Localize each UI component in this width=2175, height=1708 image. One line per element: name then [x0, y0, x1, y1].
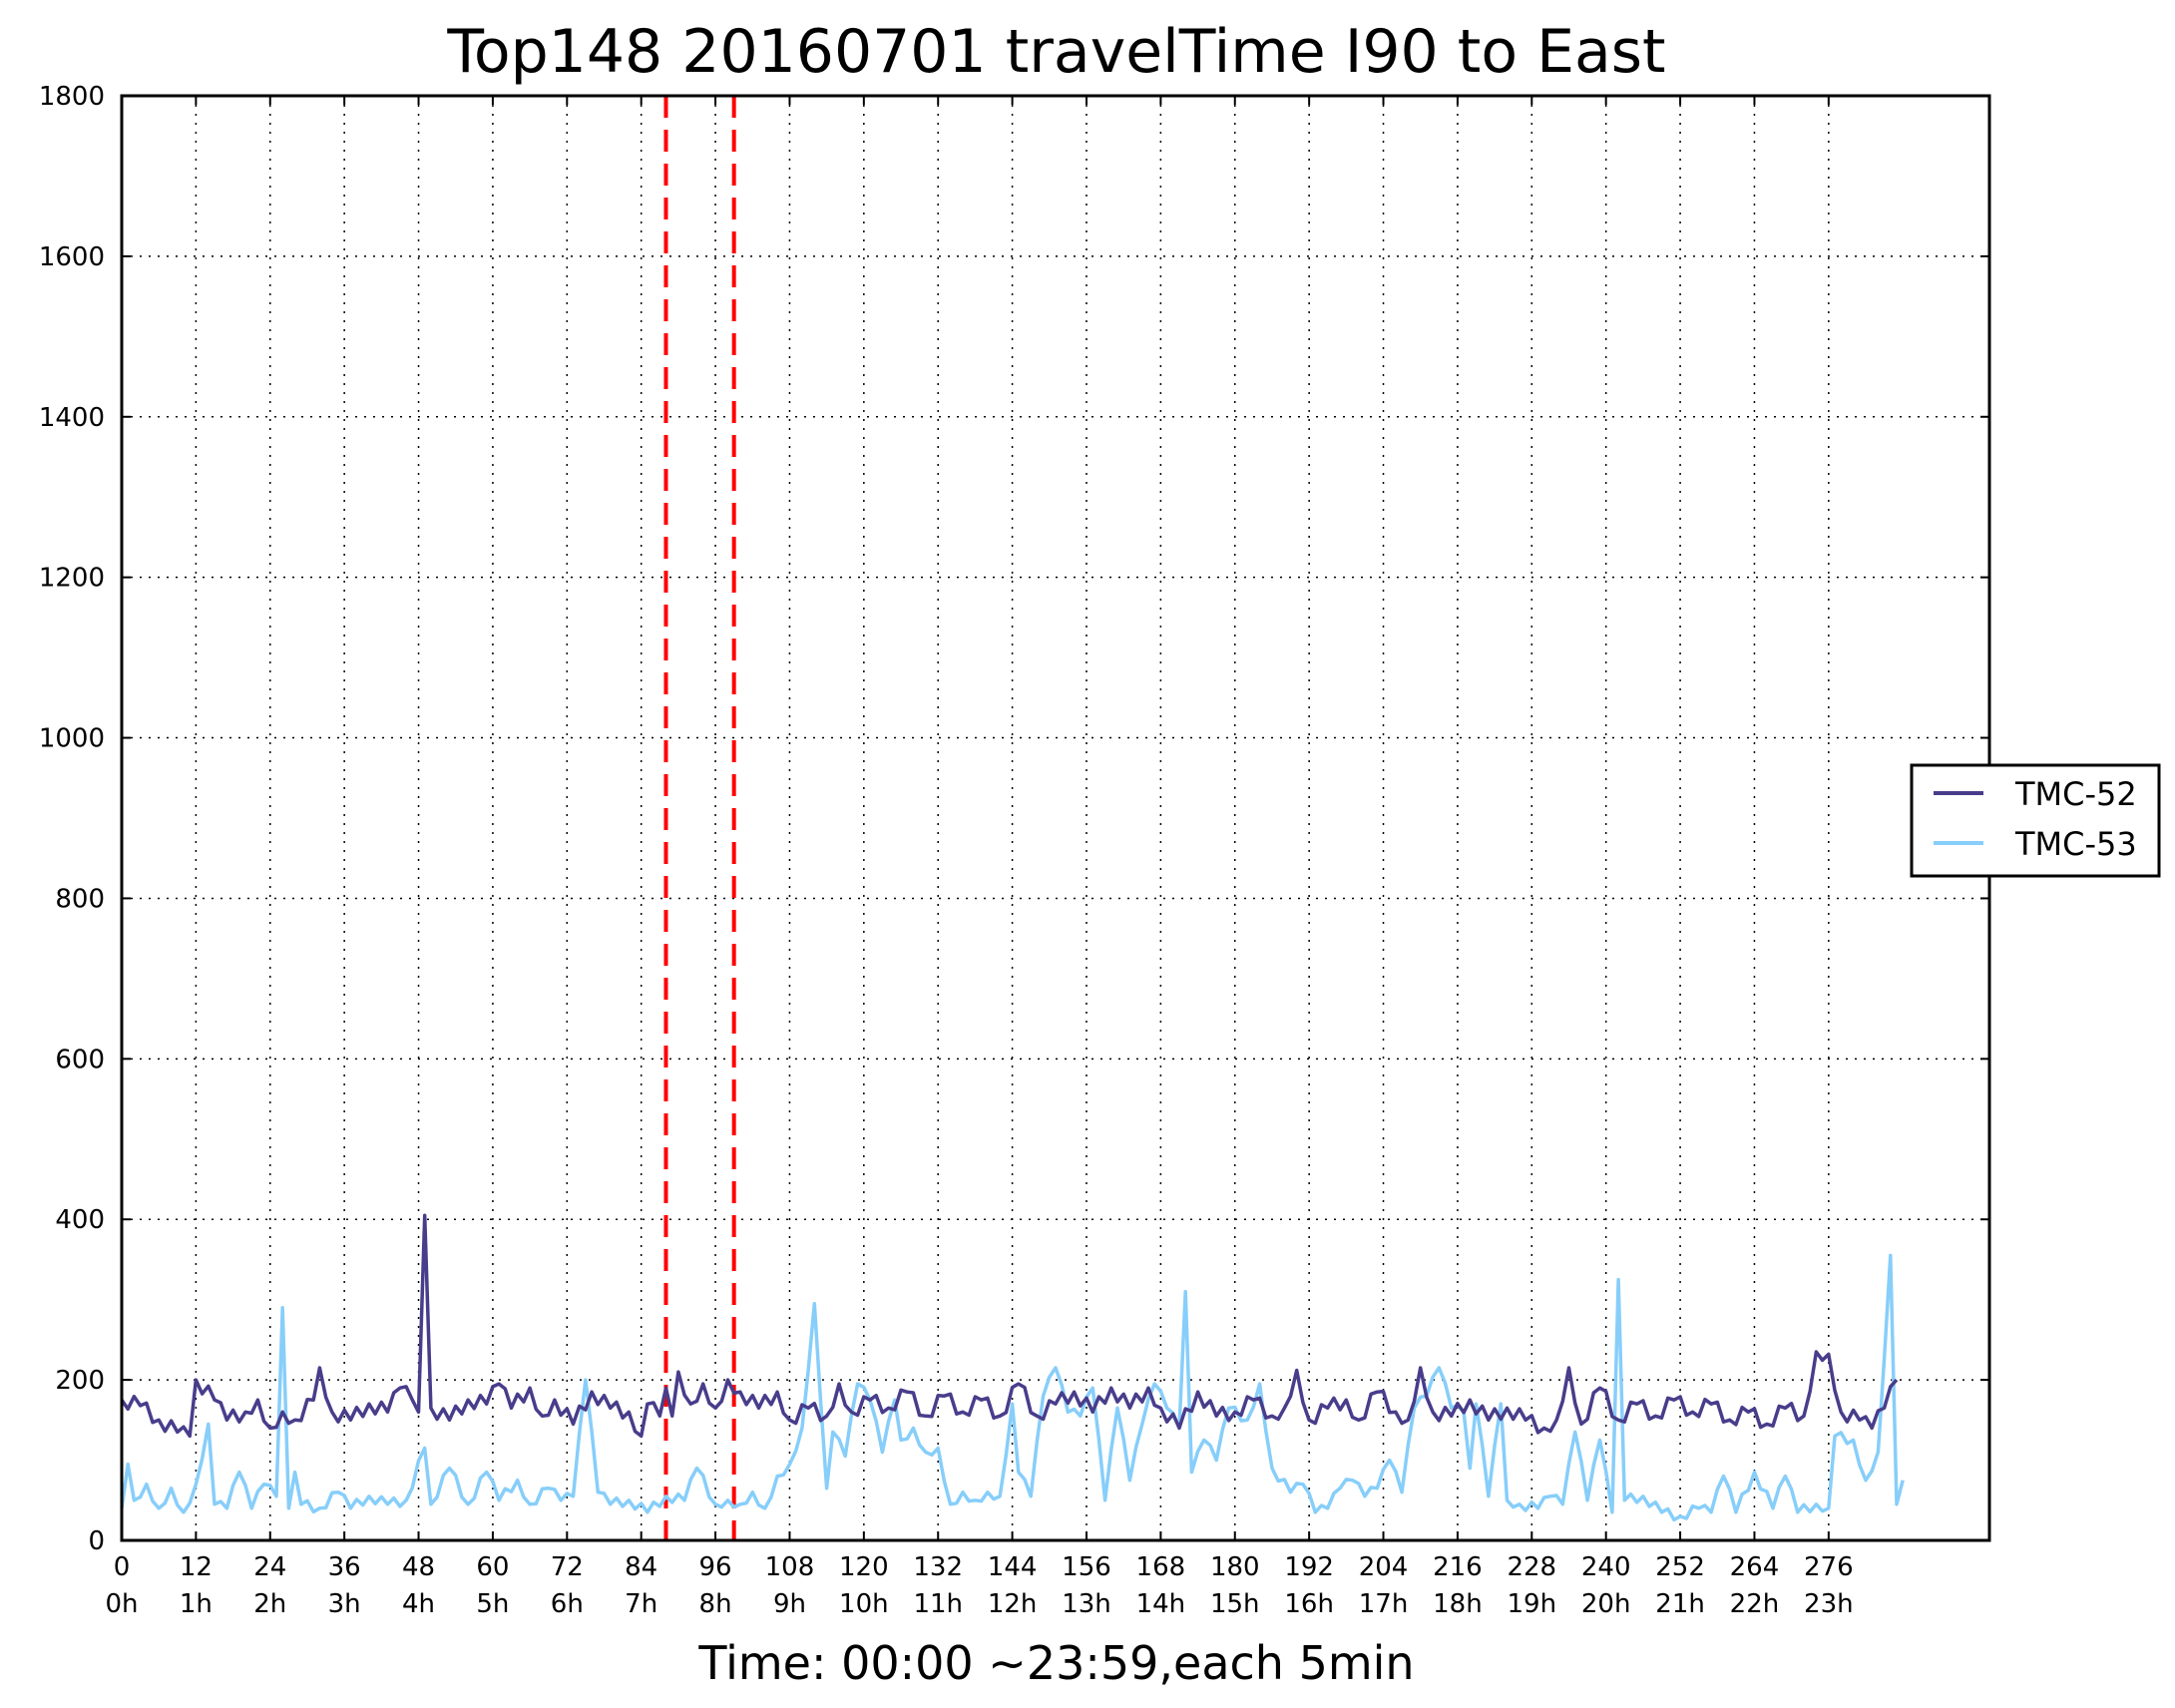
x-tick-label: 108 — [765, 1552, 815, 1582]
x-tick-label: 252 — [1655, 1552, 1705, 1582]
x-tick-hour-label: 4h — [402, 1589, 435, 1619]
x-tick-hour-label: 22h — [1730, 1589, 1780, 1619]
x-axis-label: Time: 00:00 ~23:59,each 5min — [697, 1636, 1414, 1690]
x-tick-hour-label: 14h — [1136, 1589, 1186, 1619]
x-tick-hour-label: 12h — [988, 1589, 1038, 1619]
x-tick-hour-label: 19h — [1508, 1589, 1557, 1619]
x-tick-hour-label: 5h — [476, 1589, 509, 1619]
x-tick-hour-label: 6h — [551, 1589, 584, 1619]
series-line-tmc-52 — [120, 1213, 1899, 1439]
x-tick-label: 60 — [476, 1552, 509, 1582]
x-tick-label: 156 — [1062, 1552, 1111, 1582]
y-tick-label: 600 — [55, 1045, 105, 1074]
grid — [122, 96, 1989, 1540]
x-tick-hour-label: 7h — [625, 1589, 657, 1619]
y-tick-label: 1800 — [39, 82, 105, 112]
x-tick-label: 144 — [988, 1552, 1038, 1582]
y-tick-label: 800 — [55, 884, 105, 914]
x-tick-label: 132 — [913, 1552, 963, 1582]
x-tick-hour-label: 9h — [773, 1589, 806, 1619]
x-tick-label: 84 — [625, 1552, 657, 1582]
x-tick-hour-label: 16h — [1284, 1589, 1334, 1619]
y-tick-label: 1400 — [39, 403, 105, 433]
y-tick-label: 1000 — [39, 724, 105, 754]
legend-box — [1910, 763, 2161, 878]
legend-label-tmc53: TMC-53 — [2014, 825, 2137, 863]
x-tick-hour-label: 17h — [1359, 1589, 1409, 1619]
x-tick-label: 0 — [114, 1552, 131, 1582]
reference-lines — [663, 96, 736, 1540]
y-tick-label: 1600 — [39, 242, 105, 272]
y-axis: 0 200 400 600 800 1000 1200 1400 1600 1800 — [39, 82, 1989, 1556]
x-tick-label: 168 — [1136, 1552, 1186, 1582]
x-tick-hour-label: 3h — [328, 1589, 361, 1619]
x-tick-label: 72 — [551, 1552, 584, 1582]
x-tick-label: 192 — [1284, 1552, 1334, 1582]
x-tick-hour-label: 13h — [1062, 1589, 1111, 1619]
x-tick-label: 216 — [1433, 1552, 1483, 1582]
legend: TMC-52 TMC-53 — [1910, 763, 2161, 878]
x-tick-label: 180 — [1210, 1552, 1260, 1582]
x-tick-hour-label: 18h — [1433, 1589, 1483, 1619]
x-tick-label: 12 — [180, 1552, 213, 1582]
x-tick-label: 120 — [839, 1552, 889, 1582]
chart-title: Top148 20160701 travelTime I90 to East — [446, 17, 1665, 87]
x-tick-hour-label: 11h — [913, 1589, 963, 1619]
x-tick-hour-label: 2h — [253, 1589, 286, 1619]
series-line-tmc-53 — [120, 1253, 1905, 1522]
y-tick-label: 200 — [55, 1366, 105, 1396]
x-tick-label: 48 — [402, 1552, 435, 1582]
x-tick-label: 276 — [1804, 1552, 1854, 1582]
y-tick-label: 0 — [88, 1526, 105, 1556]
x-tick-label: 24 — [253, 1552, 286, 1582]
x-tick-hour-label: 10h — [839, 1589, 889, 1619]
x-tick-label: 96 — [699, 1552, 732, 1582]
x-tick-hour-label: 1h — [180, 1589, 213, 1619]
x-tick-label: 204 — [1359, 1552, 1409, 1582]
x-tick-label: 36 — [328, 1552, 361, 1582]
x-tick-hour-label: 0h — [105, 1589, 138, 1619]
x-tick-hour-label: 15h — [1210, 1589, 1260, 1619]
y-tick-label: 400 — [55, 1205, 105, 1235]
series-lines — [120, 1213, 1905, 1522]
x-tick-label: 228 — [1507, 1552, 1556, 1582]
x-axis: 0 0h 12 1h 24 2h 36 3h 48 4h 60 5h 72 6h 84 7h 96 8h 108 9h… — [105, 96, 1854, 1619]
x-tick-hour-label: 21h — [1655, 1589, 1705, 1619]
legend-label-tmc52: TMC-52 — [2014, 775, 2137, 813]
x-tick-label: 240 — [1581, 1552, 1631, 1582]
x-tick-hour-label: 20h — [1581, 1589, 1631, 1619]
x-tick-hour-label: 23h — [1804, 1589, 1854, 1619]
x-tick-hour-label: 8h — [699, 1589, 732, 1619]
x-tick-label: 264 — [1730, 1552, 1780, 1582]
y-tick-label: 1200 — [39, 564, 105, 594]
